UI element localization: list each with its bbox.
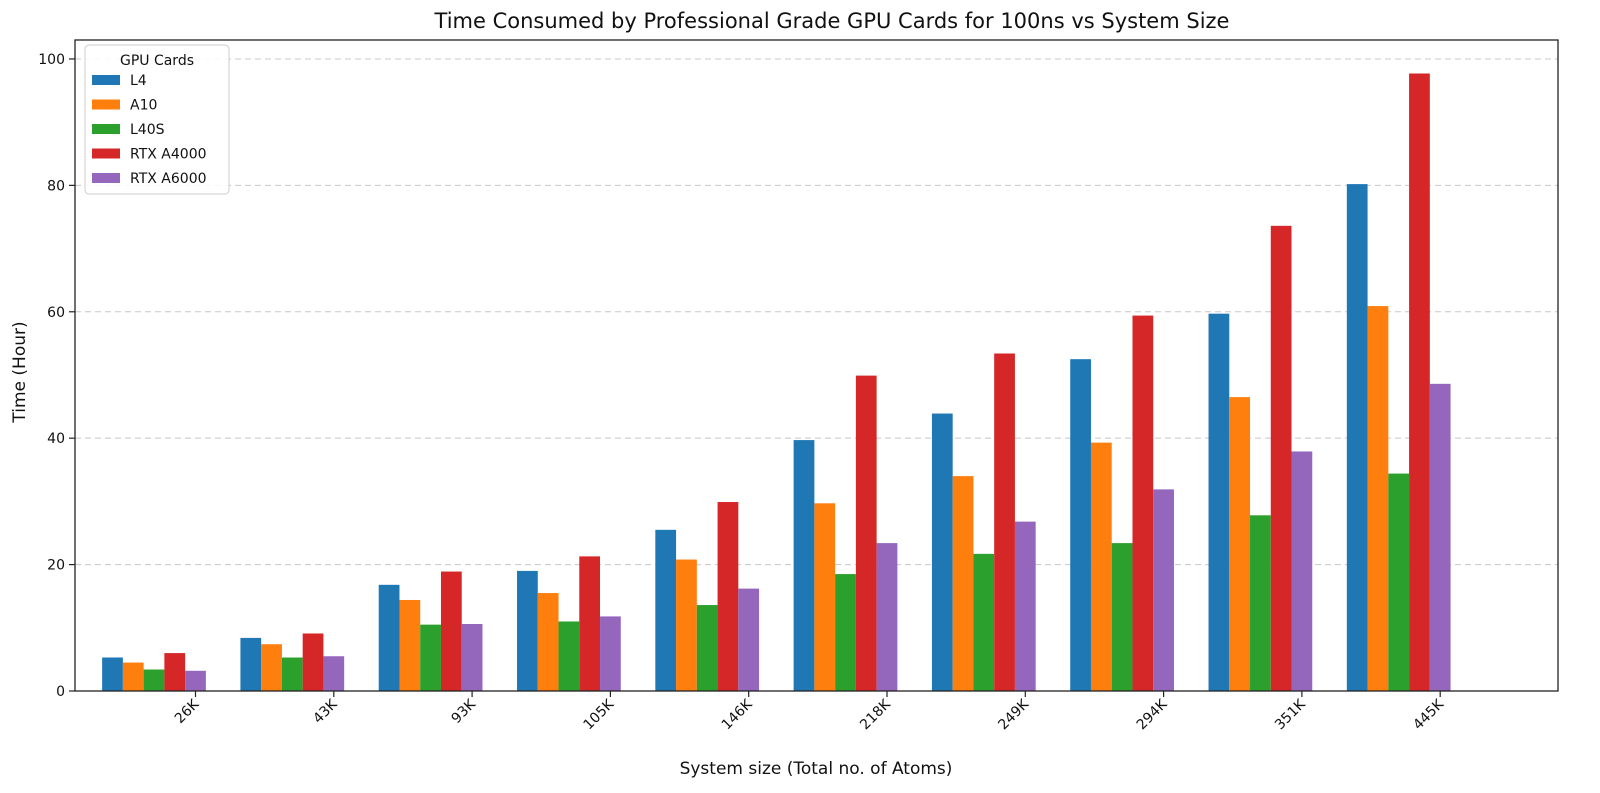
bar-a10-294k (1090, 442, 1112, 691)
legend-swatch (92, 173, 120, 183)
bar-l40s-43k (281, 657, 303, 691)
bar-rtx-a6000-93k (461, 624, 483, 691)
bar-rtx-a4000-218k (855, 375, 877, 691)
x-tick-label: 294K (1134, 696, 1171, 733)
bar-rtx-a4000-445k (1409, 73, 1430, 692)
bar-l40s-93k (420, 624, 441, 691)
bar-rtx-a6000-249k (1014, 521, 1036, 691)
bar-rtx-a4000-93k (440, 571, 462, 691)
bar-rtx-a4000-351k (1270, 225, 1292, 692)
bar-a10-93k (399, 599, 421, 691)
bar-rtx-a6000-26k (185, 670, 206, 691)
legend-label: RTX A4000 (130, 147, 207, 163)
x-tick-label: 249K (995, 696, 1032, 733)
legend-swatch (92, 124, 120, 134)
legend-label: A10 (130, 98, 157, 114)
bar-l4-218k (793, 440, 815, 691)
bar-l4-105k (517, 570, 538, 691)
bar-rtx-a4000-43k (302, 633, 324, 691)
bar-rtx-a4000-249k (994, 353, 1015, 691)
bar-l4-26k (102, 657, 123, 691)
x-tick-label: 218K (857, 696, 894, 733)
y-tick-label: 40 (47, 431, 65, 447)
bar-a10-26k (122, 662, 144, 691)
bar-a10-351k (1229, 397, 1251, 691)
bar-rtx-a6000-351k (1291, 451, 1313, 691)
bar-l4-93k (378, 584, 400, 691)
bar-l40s-146k (696, 605, 718, 691)
bar-l40s-26k (143, 669, 165, 691)
bars (102, 73, 1451, 692)
bar-rtx-a4000-146k (717, 502, 739, 691)
bar-l4-249k (931, 413, 953, 691)
bar-rtx-a6000-445k (1429, 383, 1451, 691)
x-tick-label: 146K (719, 696, 756, 733)
bar-rtx-a6000-146k (738, 588, 760, 691)
x-tick-label: 445K (1410, 696, 1447, 733)
bar-l4-43k (240, 637, 262, 691)
legend-swatch (92, 148, 120, 159)
y-tick-label: 0 (56, 684, 65, 700)
legend-label: RTX A6000 (130, 171, 207, 187)
x-tick-label: 93K (449, 696, 480, 727)
legend-swatch (92, 75, 120, 85)
x-tick-label: 26K (172, 696, 203, 727)
legend: GPU Cards L4 A10 L40S RTX A4000 RTX A6000 (84, 44, 230, 195)
bar-rtx-a4000-105k (579, 556, 601, 691)
x-tick-label: 43K (310, 696, 341, 727)
legend-swatch (92, 99, 120, 110)
bar-rtx-a6000-294k (1153, 489, 1174, 691)
gridlines (75, 58, 1558, 566)
bar-l40s-294k (1111, 543, 1133, 691)
bar-rtx-a6000-43k (323, 656, 345, 691)
bar-rtx-a4000-26k (164, 653, 186, 691)
bar-a10-105k (537, 593, 559, 691)
bar-l40s-351k (1250, 515, 1271, 691)
legend-label: L4 (130, 73, 147, 89)
y-axis: 0 20 40 60 80 100 (38, 52, 75, 700)
bar-l40s-445k (1388, 473, 1410, 691)
x-tick-label: 105K (581, 696, 618, 733)
y-tick-label: 60 (47, 305, 65, 321)
bar-a10-249k (952, 476, 974, 691)
bar-l40s-218k (835, 574, 856, 691)
plot-frame (74, 39, 1559, 692)
bar-rtx-a6000-105k (600, 616, 621, 691)
y-axis-label: Time (Hour) (10, 321, 30, 423)
y-tick-label: 80 (47, 178, 65, 194)
y-tick-label: 100 (38, 52, 65, 68)
bar-l4-146k (655, 529, 677, 691)
bar-l4-294k (1070, 359, 1091, 691)
bar-l40s-105k (558, 621, 580, 691)
bar-l4-351k (1208, 313, 1230, 691)
x-axis-label: System size (Total no. of Atoms) (680, 759, 953, 779)
x-axis: 26K 43K 93K 105K 146K 218K 249K 294K 351K 445K (172, 691, 1448, 733)
bar-a10-146k (676, 559, 697, 691)
bar-rtx-a4000-294k (1132, 315, 1154, 691)
x-tick-label: 351K (1272, 696, 1309, 733)
bar-a10-445k (1367, 306, 1389, 691)
y-tick-label: 20 (47, 558, 65, 574)
legend-items: L4 A10 L40S RTX A4000 RTX A6000 (92, 73, 207, 187)
chart-title: Time Consumed by Professional Grade GPU … (434, 9, 1230, 33)
legend-title: GPU Cards (120, 53, 194, 69)
bar-l4-445k (1346, 184, 1368, 691)
bar-rtx-a6000-218k (876, 543, 898, 691)
bar-l40s-249k (973, 553, 995, 691)
bar-a10-218k (814, 503, 836, 691)
legend-label: L40S (130, 122, 165, 138)
bar-a10-43k (261, 644, 282, 691)
legend-box (84, 44, 230, 195)
